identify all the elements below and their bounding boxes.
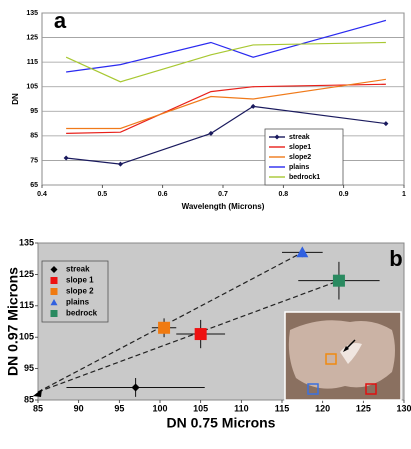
x-axis-label: DN 0.75 Microns [167,415,276,431]
x-axis-label: Wavelength (Microns) [182,202,265,211]
series-line [66,19,387,73]
legend-label: slope2 [289,154,311,161]
legend-marker [50,277,58,284]
legend-label: bedrock [66,309,98,318]
y-axis-label: DN 0.97 Microns [5,267,21,376]
panel-label: a [54,8,67,33]
x-tick-label: 0.6 [158,191,168,198]
x-tick-label: 0.9 [339,191,349,198]
series-line [66,83,386,134]
legend-label: slope 1 [66,276,94,285]
point-marker [131,383,140,392]
y-tick-label: 115 [27,59,38,66]
point-marker [117,161,123,167]
guide-line [37,251,303,393]
y-tick-label: 105 [19,332,34,342]
inset-photo [284,311,402,401]
y-tick-label: 135 [26,10,38,17]
series-line [65,41,386,83]
panel-label: b [389,246,402,271]
y-tick-label: 95 [30,108,38,115]
legend-label: slope 2 [66,287,94,296]
point-marker [194,328,207,341]
x-tick-label: 110 [234,403,249,413]
y-tick-label: 75 [30,157,38,164]
y-tick-label: 125 [19,269,34,279]
x-tick-label: 115 [275,403,290,413]
y-tick-label: 105 [26,84,38,91]
legend-label: streak [289,134,310,141]
point-marker [250,103,256,109]
legend-marker [274,134,280,140]
point-marker [208,130,214,136]
x-tick-label: 120 [315,403,330,413]
origin-marker [33,389,42,397]
y-tick-label: 65 [30,182,38,189]
x-tick-label: 0.5 [97,191,107,198]
y-tick-label: 125 [26,34,38,41]
x-tick-label: 90 [74,403,84,413]
point-marker [296,246,309,258]
y-tick-label: 95 [24,363,34,373]
legend-marker [50,266,58,273]
y-tick-label: 85 [30,133,38,140]
point-marker [158,321,171,334]
legend-label: plains [66,298,90,307]
x-tick-label: 100 [152,403,167,413]
legend-marker [50,299,58,306]
x-tick-label: 85 [33,403,43,413]
guide-line [37,280,340,393]
plot-area [41,12,405,186]
y-tick-label: 115 [19,300,34,310]
point-marker [63,155,69,161]
series-line [66,78,386,130]
x-tick-label: 1 [402,191,406,198]
legend-label: slope1 [289,144,311,151]
legend-marker [50,288,58,295]
x-tick-label: 130 [396,403,411,413]
legend-label: streak [66,265,90,274]
point-marker [332,274,345,287]
y-tick-label: 135 [19,237,34,247]
legend-label: plains [289,164,309,171]
x-tick-label: 0.4 [37,191,47,198]
x-tick-label: 125 [356,403,371,413]
y-tick-label: 85 [24,394,34,404]
x-tick-label: 0.7 [218,191,228,198]
x-tick-label: 0.8 [278,191,288,198]
point-marker [383,121,389,127]
y-axis-label: DN [11,93,20,105]
legend-label: bedrock1 [289,174,320,181]
legend-marker [50,310,58,317]
x-tick-label: 95 [114,403,124,413]
x-tick-label: 105 [193,403,208,413]
